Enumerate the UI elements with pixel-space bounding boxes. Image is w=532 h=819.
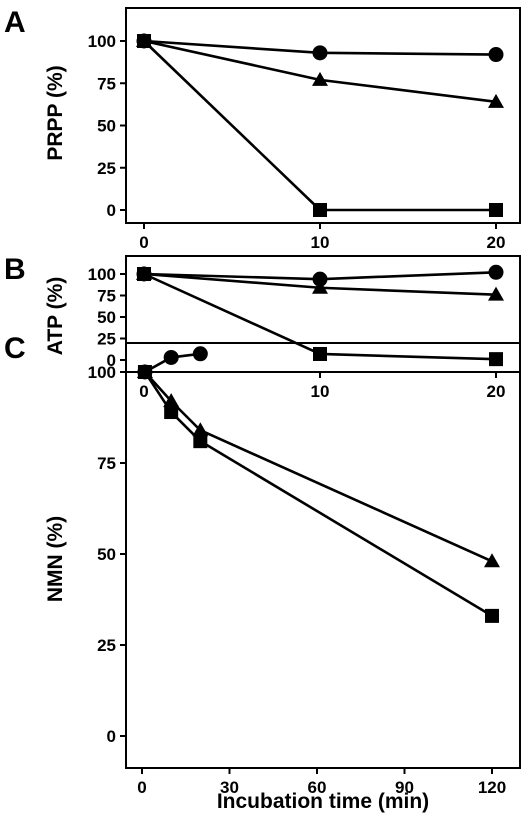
series-line-square-c [143, 371, 493, 617]
data-point-triangle-b-1 [312, 279, 328, 294]
data-point-triangle-b-2 [488, 286, 504, 301]
series-layer-b [136, 264, 504, 367]
panel-letter-b: B [4, 253, 26, 286]
y-tick-label-a-100: 100 [88, 32, 116, 51]
y-tick-label-c-25: 25 [97, 636, 116, 655]
data-point-circle-b-1 [312, 271, 328, 287]
data-point-square-a-1 [313, 203, 327, 217]
x-tick-label-c-90: 90 [395, 778, 414, 797]
data-point-square-c-0 [137, 365, 152, 379]
data-point-square-c-1 [164, 405, 179, 420]
panel-a: A PRPP (%) 0 25 50 75 100 0 10 20 [4, 6, 521, 252]
plot-frame-b [125, 255, 521, 373]
data-point-square-a-2 [489, 203, 503, 217]
y-tick-label-a-50: 50 [97, 117, 116, 136]
data-point-triangle-a-2 [488, 93, 504, 108]
panel-letter-a: A [4, 6, 26, 39]
x-tick-label-c-0: 0 [137, 778, 146, 797]
x-tick-label-a-10: 10 [311, 233, 330, 252]
data-point-square-a-0 [137, 34, 151, 48]
data-point-square-c-3 [485, 608, 499, 623]
y-tick-label-b-0: 0 [107, 351, 116, 370]
series-layer-a [136, 33, 504, 217]
y-tick-label-c-75: 75 [97, 454, 116, 473]
y-axis-label-b: ATP (%) [44, 277, 67, 356]
ticks-a: 0 25 50 75 100 0 10 20 [88, 32, 506, 252]
x-tick-label-b-0: 0 [139, 382, 148, 401]
y-tick-label-a-75: 75 [97, 74, 116, 93]
x-tick-label-c-30: 30 [220, 778, 239, 797]
panel-letter-c: C [4, 332, 26, 365]
y-tick-label-b-75: 75 [97, 287, 116, 306]
series-line-triangle-c [143, 371, 493, 563]
data-point-triangle-c-3 [484, 553, 500, 568]
y-tick-label-a-0: 0 [107, 201, 116, 220]
data-point-square-c-2 [193, 434, 208, 449]
data-point-circle-b-2 [488, 264, 504, 280]
data-point-square-b-2 [489, 352, 503, 367]
series-layer-c [136, 346, 500, 623]
y-tick-label-b-25: 25 [97, 330, 116, 349]
data-point-triangle-c-2 [192, 422, 209, 437]
data-point-circle-a-2 [488, 47, 504, 63]
plot-frame-c [125, 342, 521, 769]
x-tick-label-b-10: 10 [311, 382, 330, 401]
y-tick-label-c-100: 100 [88, 363, 116, 382]
series-line-square-a [143, 40, 496, 212]
x-axis-label-c: Incubation time (min) [217, 790, 429, 813]
y-tick-label-a-25: 25 [97, 159, 116, 178]
data-point-square-b-0 [137, 267, 151, 281]
y-tick-label-c-0: 0 [107, 727, 116, 746]
data-point-circle-c-2 [192, 346, 208, 362]
plot-frame-a [125, 7, 521, 224]
data-point-triangle-a-1 [312, 71, 328, 86]
y-axis-label-a: PRPP (%) [44, 65, 67, 160]
y-tick-label-b-100: 100 [88, 265, 116, 284]
y-tick-label-b-50: 50 [97, 308, 116, 327]
y-tick-label-c-50: 50 [97, 545, 116, 564]
x-tick-label-a-20: 20 [487, 233, 506, 252]
data-point-circle-a-1 [312, 45, 328, 61]
x-tick-label-b-20: 20 [487, 382, 506, 401]
data-point-circle-c-1 [163, 349, 179, 365]
x-tick-label-c-120: 120 [478, 778, 506, 797]
x-tick-label-a-0: 0 [139, 233, 148, 252]
data-point-square-b-1 [313, 346, 327, 361]
x-tick-label-c-60: 60 [308, 778, 327, 797]
y-axis-label-c: NMN (%) [44, 516, 67, 602]
